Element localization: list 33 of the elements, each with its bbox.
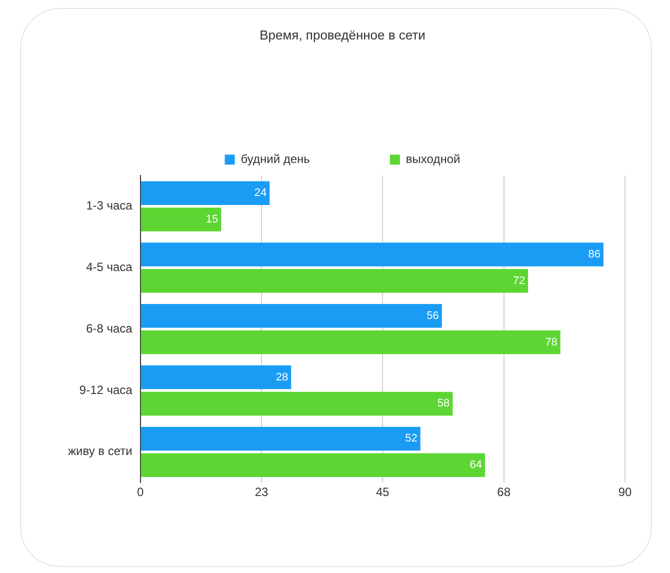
data-label: 52 <box>405 432 418 445</box>
bar <box>140 453 485 477</box>
bar <box>140 330 560 354</box>
data-label: 58 <box>437 398 450 410</box>
x-tick-label: 68 <box>497 485 511 500</box>
x-tick-label: 45 <box>376 485 390 500</box>
bar <box>140 181 270 205</box>
x-tick-label: 23 <box>254 485 269 500</box>
bar <box>140 269 528 293</box>
y-tick-label: 1-3 часа <box>86 198 133 213</box>
legend-label: выходной <box>406 152 460 166</box>
y-tick-label: 6-8 часа <box>86 321 133 336</box>
bar <box>140 208 222 232</box>
data-label: 78 <box>545 336 558 348</box>
y-tick-label: 9-12 часа <box>79 382 133 397</box>
data-label: 86 <box>588 248 600 261</box>
x-tick-label: 0 <box>137 485 144 500</box>
legend-label: будний день <box>240 152 310 166</box>
data-label: 24 <box>254 187 267 200</box>
bar <box>140 242 604 266</box>
bar <box>140 365 292 390</box>
data-label: 64 <box>470 459 482 472</box>
bar <box>140 304 442 328</box>
bar <box>140 426 420 451</box>
data-label: 28 <box>276 371 288 384</box>
data-label: 72 <box>512 274 526 287</box>
bar <box>140 392 453 416</box>
y-tick-label: 4-5 часа <box>86 260 133 274</box>
data-label: 15 <box>206 214 218 226</box>
x-tick-label: 90 <box>618 485 632 500</box>
y-tick-label: живу в сети <box>68 444 132 458</box>
data-label: 56 <box>426 310 439 322</box>
chart-title: Время, проведённое в сети <box>260 27 426 42</box>
